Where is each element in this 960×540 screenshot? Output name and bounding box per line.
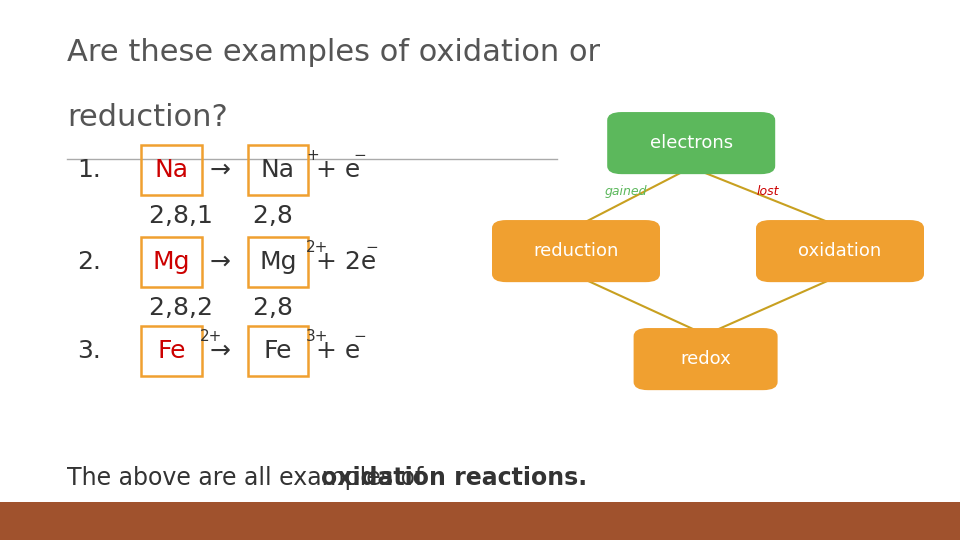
Text: →: → [209,250,230,274]
Text: oxidation: oxidation [799,242,881,260]
FancyBboxPatch shape [756,220,924,282]
Text: −: − [353,148,366,163]
Text: −: − [353,329,366,344]
Text: 2,8,2     2,8: 2,8,2 2,8 [149,296,293,320]
Text: gained: gained [605,185,647,198]
FancyBboxPatch shape [607,112,775,174]
Text: Mg: Mg [153,250,190,274]
Text: lost: lost [756,185,780,198]
Text: 2+: 2+ [200,329,222,344]
Text: 2,8,1     2,8: 2,8,1 2,8 [149,204,293,228]
FancyBboxPatch shape [492,220,660,282]
Text: Fe: Fe [157,339,185,363]
Text: 3.: 3. [77,339,101,363]
FancyBboxPatch shape [0,502,960,540]
Text: +: + [306,148,319,163]
Text: 1.: 1. [77,158,101,182]
Text: reduction: reduction [534,242,618,260]
Text: 2.: 2. [77,250,101,274]
Text: 3+: 3+ [306,329,328,344]
Text: Na: Na [261,158,295,182]
Text: 2+: 2+ [306,240,328,255]
Text: The above are all examples of: The above are all examples of [67,466,431,490]
Text: →: → [209,339,230,363]
Text: electrons: electrons [650,134,732,152]
Text: oxidation reactions.: oxidation reactions. [321,466,587,490]
Text: Mg: Mg [259,250,297,274]
Text: Na: Na [155,158,188,182]
Text: + 2e: + 2e [316,250,376,274]
Text: redox: redox [681,350,731,368]
Text: reduction?: reduction? [67,103,228,132]
FancyBboxPatch shape [634,328,778,390]
Text: →: → [209,158,230,182]
Text: + e: + e [316,158,360,182]
Text: + e: + e [316,339,360,363]
Text: −: − [366,240,378,255]
Text: Are these examples of oxidation or: Are these examples of oxidation or [67,38,600,67]
Text: Fe: Fe [264,339,292,363]
